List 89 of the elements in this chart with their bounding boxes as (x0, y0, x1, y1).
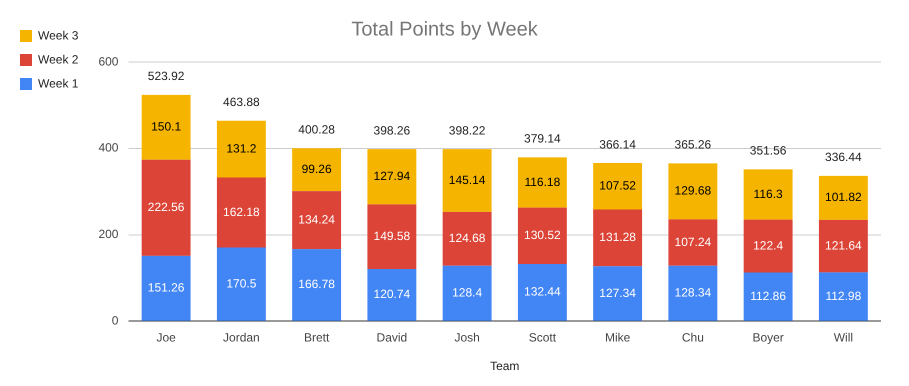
data-label: 131.28 (599, 230, 636, 244)
data-label: 150.1 (151, 120, 182, 134)
bar (744, 272, 793, 321)
data-label: 107.24 (674, 234, 712, 249)
bar (744, 169, 793, 220)
total-label: 336.44 (825, 150, 862, 164)
data-label: 112.86 (750, 288, 786, 303)
data-label: 116.18 (524, 174, 561, 189)
legend-label: Week 3 (38, 28, 79, 42)
bar (216, 177, 266, 248)
bar (442, 149, 492, 212)
bar (818, 272, 868, 321)
bar (142, 94, 191, 160)
bar (744, 220, 793, 272)
bar (216, 248, 266, 321)
total-label: 379.14 (524, 132, 562, 146)
bar (668, 163, 718, 220)
data-label: 132.44 (524, 284, 562, 299)
data-label: 128.34 (674, 286, 712, 300)
bar (142, 160, 191, 256)
bar (442, 266, 492, 321)
bar (367, 204, 416, 270)
bar (668, 266, 718, 321)
bar (142, 256, 191, 321)
bar (593, 163, 642, 210)
bar (518, 157, 567, 208)
bar (668, 219, 718, 266)
data-label: 112.98 (825, 288, 862, 303)
data-label: 222.56 (148, 200, 185, 214)
bar (593, 266, 642, 321)
data-label: 129.68 (674, 184, 712, 198)
total-label: 366.14 (599, 137, 636, 152)
data-label: 107.52 (599, 178, 636, 193)
data-label: 120.74 (374, 287, 411, 302)
x-axis-title: Team (490, 359, 520, 374)
total-label: 365.26 (674, 138, 712, 152)
y-tick-label: 0 (112, 314, 119, 328)
total-label: 523.92 (148, 69, 185, 84)
data-label: 149.58 (374, 229, 411, 244)
data-label: 151.26 (148, 280, 185, 295)
bar (367, 149, 416, 204)
y-tick-label: 400 (98, 140, 119, 155)
data-label: 128.4 (452, 286, 482, 300)
bar (292, 249, 342, 321)
total-label: 463.88 (223, 95, 260, 110)
bar (442, 212, 492, 266)
bar (518, 264, 567, 321)
y-tick-label: 600 (98, 54, 119, 68)
x-tick-label: Joe (156, 330, 176, 345)
chart-title: Total Points by Week (351, 18, 539, 41)
data-label: 130.52 (524, 228, 562, 242)
bar (216, 120, 266, 178)
bar (292, 191, 342, 250)
x-tick-label: Jordan (223, 330, 260, 345)
data-label: 121.64 (825, 238, 862, 252)
data-label: 101.82 (825, 190, 862, 204)
data-label: 122.4 (753, 238, 784, 252)
total-label: 398.22 (448, 123, 486, 138)
bar (593, 209, 642, 266)
data-label: 134.24 (298, 212, 336, 226)
data-label: 127.94 (374, 169, 411, 184)
total-label: 398.26 (374, 123, 411, 138)
legend-label: Week 1 (38, 76, 79, 90)
bar (518, 208, 567, 264)
total-label: 351.56 (750, 144, 787, 158)
x-tick-label: Mike (604, 330, 631, 345)
x-tick-label: Will (834, 330, 854, 345)
bar (367, 269, 416, 321)
x-tick-label: Scott (528, 330, 557, 345)
x-tick-label: Josh (454, 330, 480, 345)
data-label: 131.2 (226, 141, 257, 156)
bar (292, 148, 342, 192)
x-tick-label: David (376, 330, 408, 345)
data-label: 162.18 (223, 204, 260, 219)
total-label: 400.28 (298, 122, 336, 137)
data-label: 170.5 (226, 276, 257, 290)
x-tick-label: Boyer (752, 330, 784, 345)
data-label: 116.3 (754, 186, 784, 201)
data-label: 127.34 (599, 286, 636, 300)
x-tick-label: Brett (304, 330, 330, 345)
bar (818, 176, 868, 220)
data-label: 166.78 (298, 277, 336, 292)
data-label: 99.26 (302, 162, 332, 176)
legend-label: Week 2 (38, 52, 79, 66)
x-tick-label: Chu (682, 330, 704, 345)
data-label: 145.14 (448, 172, 486, 187)
bar (818, 220, 868, 272)
data-label: 124.68 (448, 231, 486, 246)
y-tick-label: 200 (98, 227, 119, 242)
